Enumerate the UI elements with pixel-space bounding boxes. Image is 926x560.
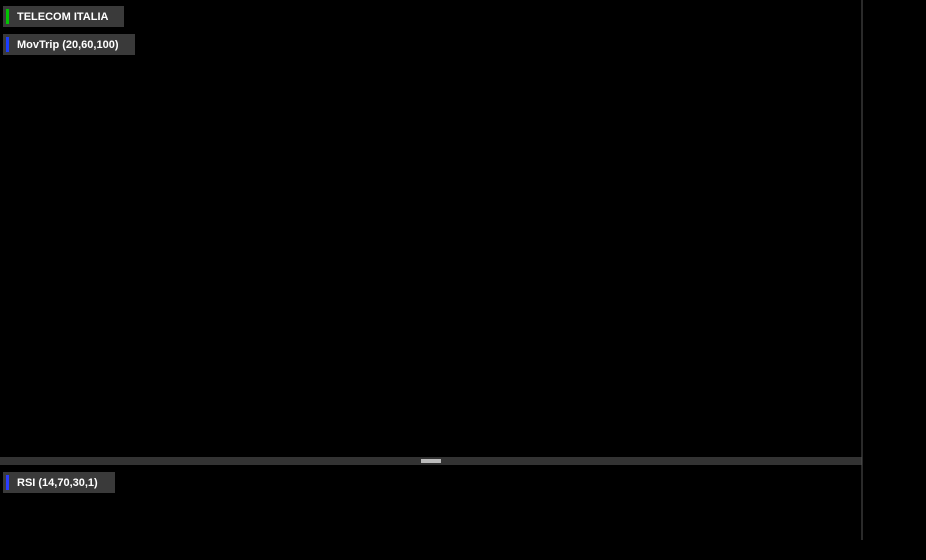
legend-box bbox=[3, 34, 135, 55]
legend-label: MovTrip (20,60,100) bbox=[17, 39, 119, 51]
legend-swatch bbox=[6, 475, 9, 490]
legend-box bbox=[3, 6, 124, 27]
legend-label: TELECOM ITALIA bbox=[17, 11, 109, 23]
legend-swatch bbox=[6, 9, 9, 24]
legend-label: RSI (14,70,30,1) bbox=[17, 477, 98, 489]
legend-box bbox=[3, 472, 115, 493]
divider-handle[interactable] bbox=[421, 459, 441, 463]
overlay-layer: TELECOM ITALIA MovTrip (20,60,100) RSI (… bbox=[3, 6, 135, 493]
legend-swatch bbox=[6, 37, 9, 52]
